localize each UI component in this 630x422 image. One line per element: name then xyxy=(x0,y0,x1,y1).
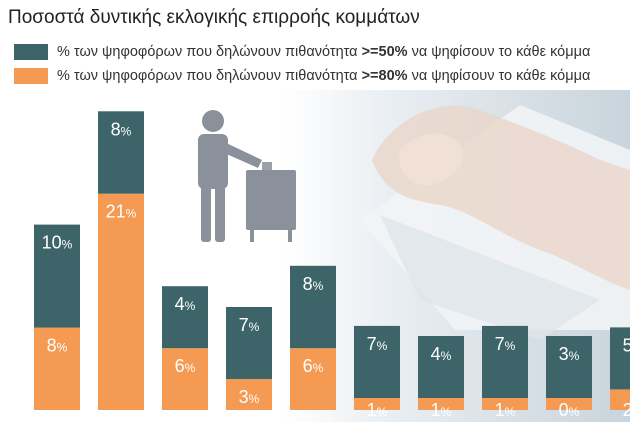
legend-threshold: >=80% xyxy=(361,68,408,84)
legend-text-before: % των ψηφοφόρων που δηλώνουν πιθανότητα xyxy=(57,68,362,84)
dark-value-label-2: 4% xyxy=(175,294,196,314)
dark-value-label-3: 7% xyxy=(239,315,260,335)
orange-value-label-6: 1% xyxy=(431,400,452,420)
legend-text-after: να ψηφίσουν το κάθε κόμμα xyxy=(407,44,591,60)
bar-segment-80-1 xyxy=(98,193,144,410)
orange-value-label-4: 6% xyxy=(303,356,324,376)
legend-text-before: % των ψηφοφόρων που δηλώνουν πιθανότητα xyxy=(57,44,362,60)
dark-value-label-1: 8% xyxy=(111,119,132,139)
bar-segment-50-1 xyxy=(98,111,144,194)
orange-value-label-8: 0% xyxy=(559,400,580,420)
bar-segment-50-5 xyxy=(354,325,400,398)
bar-segment-50-4 xyxy=(290,265,336,349)
orange-value-label-5: 1% xyxy=(367,400,388,420)
bar-segment-50-3 xyxy=(226,307,272,380)
bar-segment-80-2 xyxy=(162,348,208,410)
legend-swatch-dark xyxy=(14,44,48,60)
bar-segment-80-7 xyxy=(482,398,528,410)
bar-segment-80-9 xyxy=(610,389,630,410)
orange-value-label-2: 6% xyxy=(175,356,196,376)
bar-segment-50-6 xyxy=(418,336,464,398)
dark-value-label-4: 8% xyxy=(303,274,324,294)
legend-swatch-orange xyxy=(14,68,48,84)
dark-value-label-0: 10% xyxy=(42,233,73,253)
dark-value-label-6: 4% xyxy=(431,344,452,364)
dark-value-label-9: 5% xyxy=(623,335,630,355)
legend-item-80: % των ψηφοφόρων που δηλώνουν πιθανότητα … xyxy=(14,64,590,88)
bar-segment-80-8 xyxy=(546,398,592,410)
bar-segment-80-3 xyxy=(226,379,272,410)
bar-segment-50-9 xyxy=(610,327,630,390)
legend-threshold: >=50% xyxy=(361,44,408,60)
dark-value-label-7: 7% xyxy=(495,334,516,354)
bar-segment-80-6 xyxy=(418,398,464,410)
legend: % των ψηφοφόρων που δηλώνουν πιθανότητα … xyxy=(14,40,590,88)
dark-value-label-5: 7% xyxy=(367,334,388,354)
bar-segment-80-5 xyxy=(354,398,400,410)
orange-value-label-1: 21% xyxy=(106,202,137,222)
orange-value-label-3: 3% xyxy=(239,387,260,407)
bar-segment-80-0 xyxy=(34,327,80,410)
legend-text-after: να ψηφίσουν το κάθε κόμμα xyxy=(407,68,591,84)
orange-value-label-7: 1% xyxy=(495,400,516,420)
orange-value-label-0: 8% xyxy=(47,336,68,356)
bar-segment-50-8 xyxy=(546,336,592,398)
dark-value-label-8: 3% xyxy=(559,344,580,364)
bar-segment-50-2 xyxy=(162,286,208,349)
bar-segment-50-0 xyxy=(34,224,80,328)
voter-icon xyxy=(198,110,296,242)
orange-value-label-9: 2% xyxy=(623,400,630,420)
bar-segment-80-4 xyxy=(290,348,336,410)
bar-segment-50-7 xyxy=(482,325,528,398)
legend-item-50: % των ψηφοφόρων που δηλώνουν πιθανότητα … xyxy=(14,40,590,64)
chart-title: Ποσοστά δυντικής εκλογικής επιρροής κομμ… xyxy=(8,7,420,28)
